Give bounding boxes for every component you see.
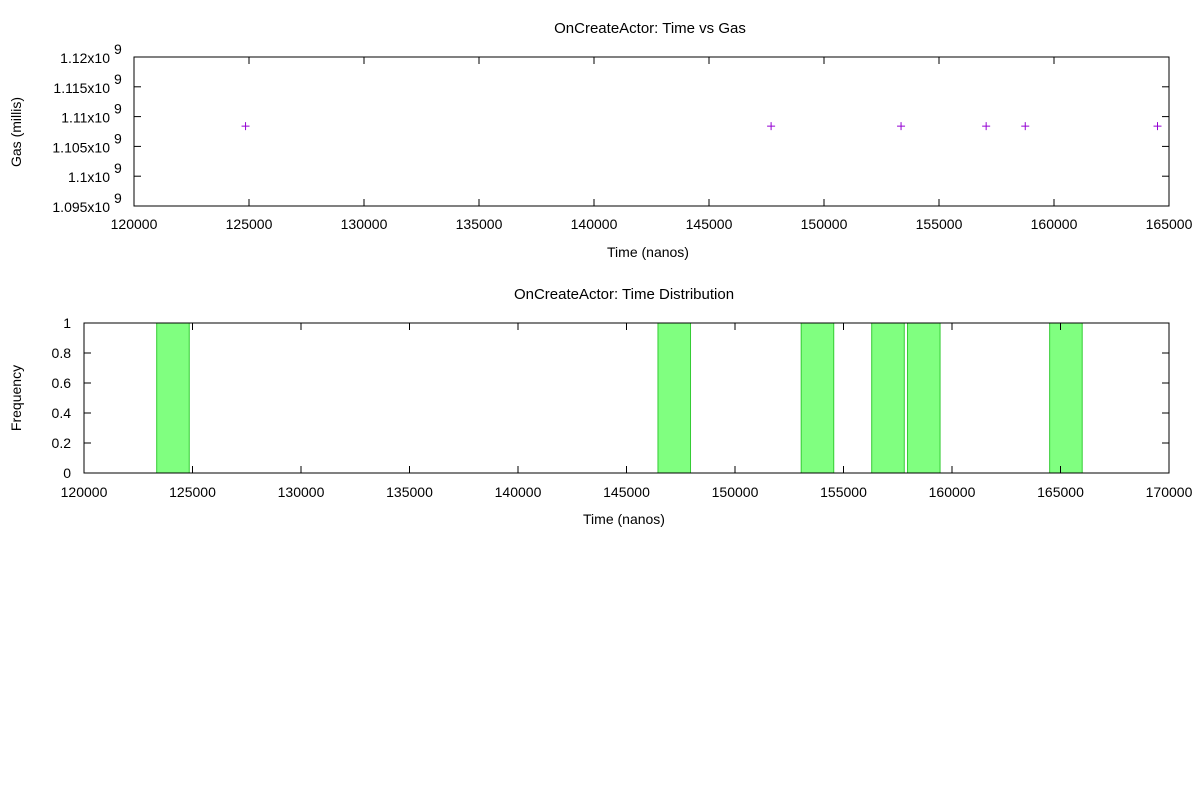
data-point <box>1021 122 1030 131</box>
x-tick-label: 125000 <box>169 484 216 500</box>
x-tick-label: 120000 <box>61 484 108 500</box>
x-tick-label: 145000 <box>686 216 733 232</box>
x-tick-label: 140000 <box>571 216 618 232</box>
y-tick-label: 1.105x10 <box>52 139 110 155</box>
chart-title: OnCreateActor: Time vs Gas <box>554 20 746 37</box>
data-points <box>241 122 1162 131</box>
chart-title: OnCreateActor: Time Distribution <box>514 286 734 303</box>
y-tick-label: 1.12x10 <box>60 50 110 66</box>
y-tick-label: 0 <box>63 465 71 481</box>
histogram-bar <box>907 322 941 474</box>
x-tick-label: 145000 <box>603 484 650 500</box>
x-axis-label: Time (nanos) <box>583 511 665 527</box>
y-tick-label: 0.8 <box>52 345 72 361</box>
x-tick-label: 150000 <box>712 484 759 500</box>
x-tick-label: 130000 <box>278 484 325 500</box>
y-tick-label: 1 <box>63 315 71 331</box>
histogram-bar <box>156 322 190 474</box>
plot-frame <box>133 56 1170 207</box>
y-tick-label: 0.2 <box>52 435 72 451</box>
scatter-chart: OnCreateActor: Time vs Gas 120000 125000 1… <box>8 20 1193 260</box>
x-axis-label: Time (nanos) <box>607 244 689 260</box>
x-tick-label: 125000 <box>226 216 273 232</box>
y-tick-exponent: 9 <box>114 41 122 57</box>
y-tick-label: 1.095x10 <box>52 199 110 215</box>
y-tick-exponent: 9 <box>114 130 122 146</box>
x-tick-label: 150000 <box>801 216 848 232</box>
histogram-bar <box>1049 322 1083 474</box>
y-axis-label: Frequency <box>8 365 24 431</box>
x-tick-label: 120000 <box>111 216 158 232</box>
y-tick-label: 1.115x10 <box>53 80 110 96</box>
histogram-bar <box>657 322 692 474</box>
data-point <box>1153 122 1162 131</box>
data-point <box>982 122 991 131</box>
y-tick-label: 1.1x10 <box>68 169 110 185</box>
x-tick-label: 140000 <box>495 484 542 500</box>
histogram-chart: OnCreateActor: Time Distribution 120000 1… <box>8 286 1193 527</box>
histogram-bar <box>800 322 835 474</box>
y-axis-ticks: 1.095x1091.1x1091.105x1091.11x1091.115x1… <box>52 41 1169 215</box>
data-point <box>241 122 250 131</box>
y-tick-exponent: 9 <box>114 160 122 176</box>
x-tick-label: 160000 <box>929 484 976 500</box>
x-tick-label: 160000 <box>1031 216 1078 232</box>
x-tick-label: 130000 <box>341 216 388 232</box>
histogram-bar <box>871 322 905 474</box>
x-tick-label: 155000 <box>916 216 963 232</box>
y-axis-ticks: 0 0.2 0.4 0.6 0.8 1 <box>52 315 1169 481</box>
y-tick-label: 0.4 <box>52 405 72 421</box>
data-point <box>897 122 906 131</box>
x-tick-label: 170000 <box>1146 484 1193 500</box>
y-tick-exponent: 9 <box>114 101 122 117</box>
x-tick-label: 155000 <box>820 484 867 500</box>
y-tick-label: 1.11x10 <box>61 110 110 126</box>
y-tick-label: 0.6 <box>52 375 72 391</box>
x-tick-label: 165000 <box>1146 216 1193 232</box>
y-tick-exponent: 9 <box>114 71 122 87</box>
x-axis-ticks: 120000 125000 130000 135000 140000 145000 1500… <box>111 57 1193 232</box>
x-tick-label: 135000 <box>386 484 433 500</box>
y-tick-exponent: 9 <box>114 190 122 206</box>
x-tick-label: 165000 <box>1037 484 1084 500</box>
histogram-bars <box>156 322 1083 474</box>
x-tick-label: 135000 <box>456 216 503 232</box>
y-axis-label: Gas (millis) <box>8 97 24 167</box>
x-axis-ticks: 120000 125000 130000 135000 140000 145000 1500… <box>61 323 1193 500</box>
plot-frame <box>83 322 1170 474</box>
data-point <box>767 122 776 131</box>
